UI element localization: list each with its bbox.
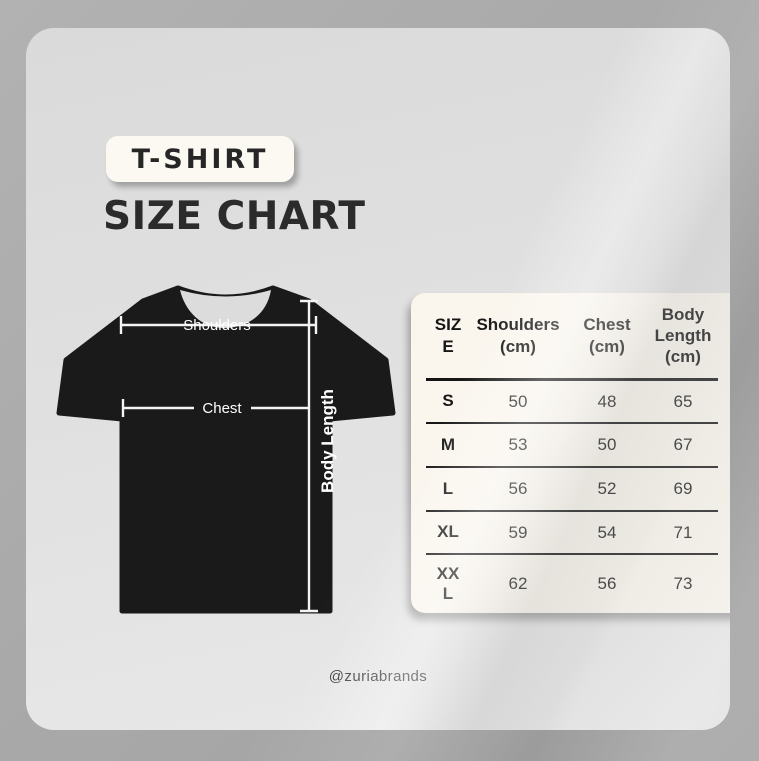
- size-cell: XXL: [436, 563, 460, 603]
- size-chart-panel: T-SHIRT SIZE CHART Shoulders Chest Body …: [26, 28, 730, 730]
- tshirt-badge: T-SHIRT: [106, 136, 294, 182]
- shoulders-cell: 62: [508, 574, 528, 593]
- chest-cell: 50: [597, 435, 617, 454]
- row-divider: [426, 510, 718, 512]
- table-row-xxl: XXL 62 56 73: [426, 555, 718, 613]
- header-divider: [426, 378, 718, 381]
- shoulders-measure-line: [119, 316, 318, 334]
- column-header-size: SIZE: [434, 315, 462, 356]
- body-length-label: Body Length: [318, 389, 337, 493]
- size-table-card: SIZE Shoulders (cm) Chest (cm) Body Leng…: [411, 293, 730, 613]
- chest-cell: 54: [597, 522, 617, 542]
- column-header-chest: Chest (cm): [583, 315, 631, 356]
- brand-handle: @zuriabrands: [328, 668, 428, 685]
- size-cell: L: [442, 478, 454, 498]
- body-length-cell: 67: [673, 435, 693, 454]
- chest-cell: 52: [597, 479, 617, 498]
- tshirt-silhouette-icon: [56, 285, 396, 614]
- tshirt-measurement-diagram: Shoulders Chest Body Length: [56, 285, 396, 614]
- body-length-cell: 71: [673, 522, 693, 542]
- chest-cell: 56: [597, 574, 617, 593]
- table-row-m: M 53 50 67: [426, 424, 718, 466]
- table-row-xl: XL 59 54 71: [426, 512, 718, 553]
- shoulders-label: Shoulders: [183, 317, 251, 334]
- body-length-cell: 65: [673, 391, 693, 411]
- size-table-header: SIZE Shoulders (cm) Chest (cm) Body Leng…: [426, 293, 718, 378]
- shoulders-cell: 50: [508, 391, 528, 411]
- body-length-cell: 73: [673, 574, 693, 593]
- size-cell: S: [442, 391, 454, 411]
- shoulders-cell: 53: [508, 435, 528, 454]
- page-title: SIZE CHART: [103, 194, 366, 239]
- column-header-shoulders: Shoulders (cm): [476, 315, 560, 356]
- shoulders-cell: 56: [508, 479, 528, 498]
- chest-label: Chest: [202, 400, 242, 417]
- body-length-measure-line: [300, 299, 318, 613]
- table-row-s: S 50 48 65: [426, 381, 718, 422]
- size-cell: XL: [437, 522, 459, 542]
- tshirt-badge-label: T-SHIRT: [131, 143, 269, 175]
- row-divider: [426, 422, 718, 424]
- column-header-body-length: Body Length (cm): [654, 304, 712, 367]
- chest-measure-line: [121, 399, 310, 417]
- table-row-l: L 56 52 69: [426, 468, 718, 510]
- row-divider: [426, 466, 718, 468]
- collar-opening: [180, 290, 271, 328]
- size-cell: M: [440, 434, 456, 454]
- row-divider: [426, 553, 718, 555]
- shoulders-cell: 59: [508, 522, 528, 542]
- body-length-cell: 69: [673, 479, 693, 498]
- chest-cell: 48: [597, 391, 617, 411]
